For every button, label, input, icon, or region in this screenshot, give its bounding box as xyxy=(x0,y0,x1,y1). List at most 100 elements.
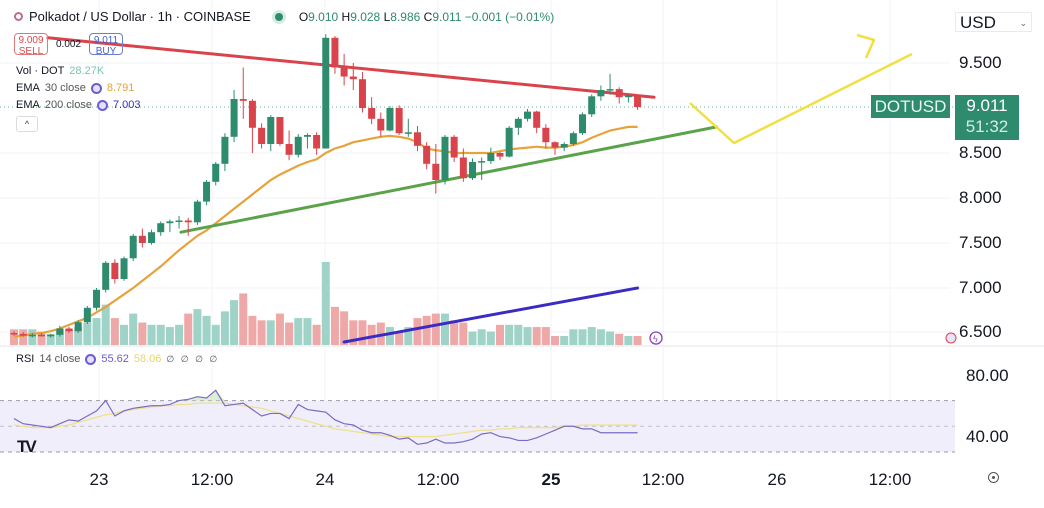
candle-body xyxy=(560,144,568,148)
volume-bar xyxy=(165,327,174,345)
volume-bar xyxy=(257,320,266,345)
volume-bar xyxy=(175,324,184,345)
candle-body xyxy=(65,328,73,332)
candle-body xyxy=(395,108,403,134)
time-tick-label: 12:00 xyxy=(416,470,460,489)
candle-body xyxy=(524,111,532,119)
candle-body xyxy=(148,232,156,243)
candle-body xyxy=(47,334,55,337)
candle-body xyxy=(514,118,522,128)
candle-body xyxy=(368,108,376,119)
candle-body xyxy=(303,135,311,137)
candle-body xyxy=(83,307,91,323)
source-cycle-icon xyxy=(96,99,108,111)
candle-body xyxy=(487,153,495,162)
rsi-tick-label: 40.00 xyxy=(966,427,1009,446)
volume-bar xyxy=(312,324,321,345)
lightning-glyph-icon: ϟ xyxy=(653,334,658,344)
rsi-tick-label: 80.00 xyxy=(966,366,1009,385)
volume-bar xyxy=(560,336,569,345)
candle-body xyxy=(505,127,513,157)
candle-body xyxy=(569,133,577,144)
volume-bar xyxy=(468,331,477,345)
ema200-legend[interactable]: EMA 200 close 7.003 xyxy=(16,99,141,111)
volume-bar xyxy=(83,322,92,345)
buy-button[interactable]: 9.011 BUY xyxy=(89,33,124,57)
volume-bar xyxy=(129,313,138,345)
price-tick-label: 6.500 xyxy=(959,322,1002,341)
volume-bar xyxy=(10,329,18,345)
currency-select[interactable]: USD ⌄ xyxy=(955,12,1032,32)
volume-bar xyxy=(239,293,248,345)
volume-bar xyxy=(587,327,596,345)
volume-legend[interactable]: Vol · DOT 28.27K xyxy=(16,65,105,77)
time-tick-label: 12:00 xyxy=(641,470,685,489)
volume-bar xyxy=(37,331,46,345)
settings-gear-icon[interactable] xyxy=(988,472,999,483)
polkadot-logo-icon xyxy=(14,12,23,21)
candle-body xyxy=(588,96,596,115)
time-tick-label: 25 xyxy=(541,470,561,489)
market-open-status-icon xyxy=(274,12,283,21)
price-tick-label: 9.500 xyxy=(959,53,1002,72)
price-tick-label: 8.500 xyxy=(959,143,1002,162)
candle-body xyxy=(597,90,605,97)
volume-bar xyxy=(211,324,220,345)
candle-body xyxy=(441,136,449,180)
volume-bar xyxy=(330,306,339,345)
volume-bar xyxy=(321,262,330,345)
volume-bar xyxy=(147,324,156,345)
candle-body xyxy=(478,161,486,163)
volume-bar xyxy=(431,313,440,345)
candle-body xyxy=(349,76,357,80)
symbol-legend: Polkadot / US Dollar · 1h · COINBASE O9.… xyxy=(14,9,554,24)
volume-bar xyxy=(156,324,165,345)
ema30-legend[interactable]: EMA 30 close 8.791 xyxy=(16,82,135,94)
volume-bar xyxy=(385,327,394,345)
chevron-up-icon: ^ xyxy=(24,119,30,129)
collapse-legend-button[interactable]: ^ xyxy=(16,116,38,132)
tradingview-logo-icon[interactable]: TV xyxy=(17,437,37,456)
volume-bar xyxy=(578,329,587,345)
event-marker-icon xyxy=(945,332,957,344)
candle-body xyxy=(340,67,348,77)
symbol-badge: DOTUSD xyxy=(871,95,950,118)
volume-bar xyxy=(65,329,74,345)
volume-bar xyxy=(569,329,578,345)
last-price-tag: 9.011 51:32 xyxy=(955,95,1019,140)
candle-body xyxy=(221,136,229,164)
candle-body xyxy=(634,95,642,108)
volume-bar xyxy=(294,318,303,345)
rsi-legend[interactable]: RSI 14 close 55.62 58.06 ∅ ∅ ∅ ∅ xyxy=(16,353,220,365)
candle-body xyxy=(533,111,541,128)
volume-bar xyxy=(358,320,367,345)
candle-body xyxy=(184,220,192,223)
candle-body xyxy=(19,333,27,336)
time-tick-label: 24 xyxy=(315,470,335,489)
source-cycle-icon xyxy=(90,82,102,94)
volume-bar xyxy=(349,320,358,345)
spread-value: 0.002 xyxy=(56,38,82,50)
candle-body xyxy=(175,220,183,222)
candle-body xyxy=(193,201,201,223)
volume-bar xyxy=(266,320,275,345)
volume-bar xyxy=(404,327,413,345)
candle-body xyxy=(551,142,559,148)
volume-bar xyxy=(422,315,431,345)
volume-bar xyxy=(110,318,119,345)
volume-bar xyxy=(541,327,550,345)
candle-body xyxy=(129,235,137,259)
volume-bar xyxy=(202,315,211,345)
source-cycle-icon xyxy=(85,353,97,365)
candle-body xyxy=(496,153,504,157)
arrow-head-icon xyxy=(856,33,876,59)
symbol-title[interactable]: Polkadot / US Dollar · 1h · COINBASE xyxy=(29,9,251,24)
volume-bar xyxy=(624,336,633,345)
volume-bar xyxy=(606,331,615,345)
sell-button[interactable]: 9.009 SELL xyxy=(14,33,48,57)
support-trendline xyxy=(179,125,718,234)
candle-body xyxy=(203,181,211,202)
candle-body xyxy=(230,99,238,137)
volume-bar xyxy=(101,304,110,345)
